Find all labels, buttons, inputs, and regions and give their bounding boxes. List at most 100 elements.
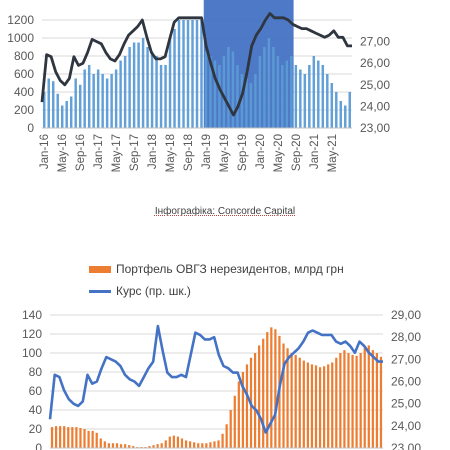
x-tick-label: Jan-17 bbox=[93, 134, 105, 169]
bar bbox=[330, 83, 334, 128]
bar bbox=[79, 428, 82, 448]
bar bbox=[182, 20, 185, 128]
x-tick-label: Jan-18 bbox=[147, 134, 159, 169]
bar bbox=[274, 329, 277, 448]
x-tick-label: May-18 bbox=[165, 134, 177, 172]
bar bbox=[43, 92, 46, 128]
bar bbox=[47, 78, 50, 128]
bar bbox=[225, 424, 228, 448]
bar bbox=[168, 38, 172, 128]
legend-item-bars: Портфель ОВГЗ нерезидентов, млрд грн bbox=[89, 262, 344, 276]
bar bbox=[344, 105, 347, 128]
bar bbox=[95, 432, 98, 448]
bar bbox=[83, 429, 86, 448]
bar bbox=[317, 60, 320, 128]
bar bbox=[258, 345, 261, 448]
legend-swatch-bars bbox=[89, 265, 111, 273]
bar bbox=[253, 353, 257, 448]
left-tick-label: 40 bbox=[29, 403, 43, 417]
left-tick-label: 800 bbox=[14, 49, 34, 63]
bar bbox=[164, 440, 167, 448]
bar bbox=[56, 93, 59, 128]
bar bbox=[69, 96, 73, 128]
bar bbox=[285, 60, 289, 128]
right-tick-label: 29,00 bbox=[391, 308, 421, 322]
bar bbox=[294, 354, 297, 448]
bottom-combo-chart: 0 20 40 60 80 100 120 140 23,00 24,00 25,00 26,00 27… bbox=[22, 308, 421, 450]
bar bbox=[286, 348, 289, 448]
bar bbox=[87, 430, 90, 448]
bar bbox=[351, 354, 354, 448]
bar bbox=[310, 364, 314, 448]
x-tick-label: Jan-21 bbox=[309, 134, 321, 169]
bar bbox=[298, 357, 301, 448]
bar bbox=[229, 410, 232, 448]
bar bbox=[217, 440, 220, 448]
bar bbox=[339, 353, 342, 448]
bar bbox=[227, 47, 230, 128]
bar bbox=[177, 20, 181, 128]
x-tick-label: Jan-20 bbox=[255, 134, 267, 169]
bar bbox=[308, 65, 311, 128]
bar bbox=[322, 366, 326, 448]
left-tick-label: 60 bbox=[29, 384, 43, 398]
bar bbox=[103, 441, 106, 448]
bar bbox=[343, 350, 346, 448]
right-tick-label: 24,00 bbox=[360, 99, 390, 113]
bar bbox=[201, 443, 204, 448]
left-tick-label: 0 bbox=[35, 441, 42, 450]
bar bbox=[188, 441, 192, 448]
left-tick-label: 1000 bbox=[7, 31, 34, 45]
bar bbox=[233, 395, 236, 448]
bar bbox=[152, 445, 155, 448]
bar bbox=[191, 20, 194, 128]
bar bbox=[87, 65, 91, 128]
bar bbox=[67, 427, 70, 448]
bar bbox=[331, 362, 334, 448]
bar bbox=[249, 83, 253, 128]
bar bbox=[213, 60, 217, 128]
bar bbox=[160, 443, 163, 448]
bar bbox=[245, 78, 248, 128]
bar bbox=[302, 360, 305, 448]
bar bbox=[107, 443, 111, 448]
bar bbox=[173, 29, 176, 128]
left-tick-label: 200 bbox=[14, 103, 34, 117]
bar bbox=[262, 338, 265, 448]
left-tick-label: 140 bbox=[22, 308, 42, 322]
bar bbox=[75, 427, 78, 448]
x-tick-label: Sep-18 bbox=[183, 134, 195, 171]
bar bbox=[348, 92, 351, 128]
bar bbox=[111, 443, 115, 448]
bar bbox=[326, 74, 329, 128]
bar bbox=[221, 433, 224, 448]
bar bbox=[180, 438, 184, 448]
bar bbox=[164, 65, 167, 128]
right-tick-label: 23,00 bbox=[391, 441, 421, 450]
x-tick-label: May-20 bbox=[273, 134, 285, 172]
bar bbox=[231, 51, 235, 128]
bar bbox=[128, 445, 131, 448]
bar bbox=[205, 443, 208, 448]
bar bbox=[101, 74, 104, 128]
bar bbox=[204, 51, 208, 128]
bar bbox=[59, 426, 62, 448]
bar bbox=[159, 65, 163, 128]
bar bbox=[132, 42, 136, 128]
bar bbox=[327, 364, 330, 448]
bar bbox=[213, 441, 216, 448]
bar bbox=[379, 356, 383, 448]
left-tick-label: 0 bbox=[27, 121, 34, 135]
bar bbox=[245, 364, 249, 448]
bar bbox=[367, 345, 370, 448]
bar bbox=[306, 362, 309, 448]
bar bbox=[150, 51, 154, 128]
right-tick-label: 27,00 bbox=[391, 352, 421, 366]
bar bbox=[237, 381, 240, 448]
x-tick-label: May-17 bbox=[111, 134, 123, 172]
bar bbox=[335, 92, 338, 128]
right-tick-label: 25,00 bbox=[360, 78, 390, 92]
left-tick-label: 400 bbox=[14, 85, 34, 99]
bar bbox=[270, 327, 273, 448]
right-tick-label: 25,00 bbox=[391, 397, 421, 411]
